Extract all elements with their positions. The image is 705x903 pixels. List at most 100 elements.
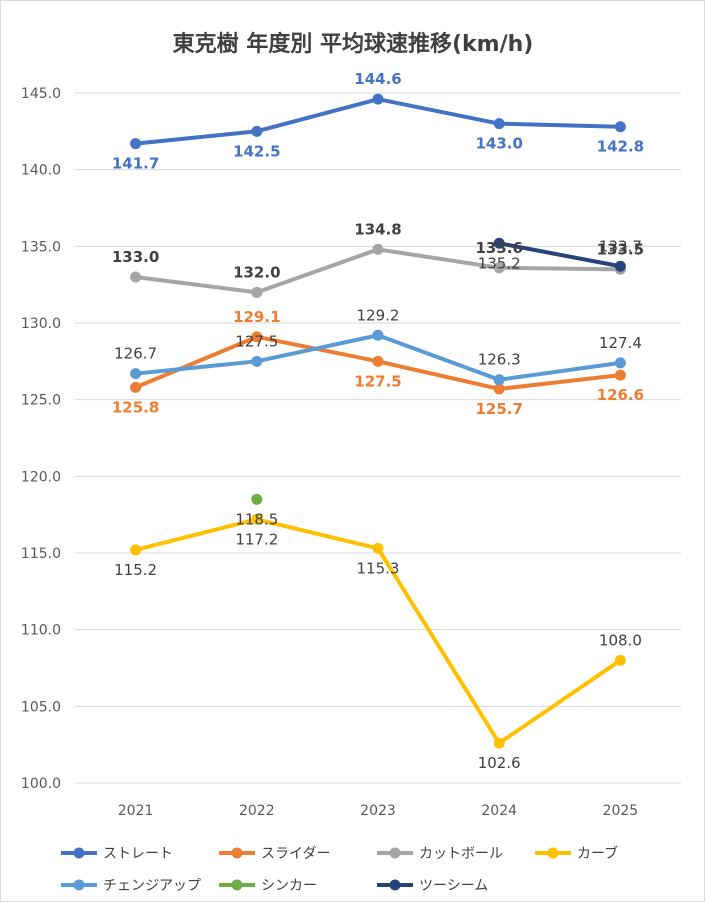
legend-marker <box>73 879 85 891</box>
data-label: 133.7 <box>599 237 642 255</box>
data-point <box>372 93 384 105</box>
data-label: 125.8 <box>112 398 159 416</box>
data-label: 117.2 <box>235 530 278 548</box>
y-tick-label: 130.0 <box>21 316 61 332</box>
series-layer <box>130 93 626 749</box>
data-point <box>251 286 263 298</box>
data-label: 127.5 <box>235 332 278 350</box>
data-label: 126.7 <box>114 345 157 363</box>
series-line <box>133 247 623 295</box>
data-label: 135.2 <box>478 254 521 272</box>
data-label: 134.8 <box>354 220 401 238</box>
data-label: 129.2 <box>357 306 400 324</box>
chart-title: 東克樹 年度別 平均球速推移(km/h) <box>173 31 534 57</box>
legend-item[interactable]: シンカー <box>219 878 317 894</box>
data-point <box>372 243 384 255</box>
gridlines <box>75 92 681 784</box>
legend-label: ストレート <box>103 846 173 862</box>
data-point <box>614 121 626 133</box>
legend-item[interactable]: スライダー <box>219 846 330 862</box>
x-tick-label: 2021 <box>118 803 154 819</box>
x-tick-label: 2022 <box>239 803 275 819</box>
data-point <box>614 369 626 381</box>
data-label: 133.6 <box>475 239 522 257</box>
legend-label: シンカー <box>261 878 317 894</box>
legend-marker <box>231 847 243 859</box>
y-tick-label: 105.0 <box>21 699 61 715</box>
series-line <box>497 241 623 269</box>
data-labels: 141.7 142.5 144.6 143.0 142.8 125.8 129.1 127.5… <box>112 70 644 772</box>
legend-item[interactable]: カットボール <box>377 846 503 862</box>
data-label: 144.6 <box>354 70 401 88</box>
y-tick-label: 125.0 <box>21 393 61 409</box>
legend-label: スライダー <box>261 846 330 862</box>
data-point <box>130 138 142 150</box>
y-tick-label: 100.0 <box>21 776 61 792</box>
x-axis-tick-labels: 2021 2022 2023 2024 2025 <box>118 803 638 819</box>
y-tick-label: 135.0 <box>21 239 61 255</box>
data-point <box>251 493 263 505</box>
data-point <box>614 654 626 666</box>
data-point <box>130 271 142 283</box>
series-4 <box>130 513 626 749</box>
data-label: 133.0 <box>112 248 159 266</box>
data-point <box>493 118 505 130</box>
data-point <box>493 262 505 274</box>
series-2 <box>130 331 626 395</box>
legend-label: カットボール <box>419 846 503 862</box>
data-label: 126.3 <box>478 351 521 369</box>
legend-marker <box>389 847 401 859</box>
legend-item[interactable]: ツーシーム <box>377 878 488 894</box>
data-point <box>614 357 626 369</box>
legend-label: チェンジアップ <box>103 878 201 894</box>
data-point <box>130 368 142 380</box>
y-tick-label: 110.0 <box>21 623 61 639</box>
series-7 <box>493 237 626 272</box>
data-label: 115.2 <box>114 561 157 579</box>
series-1 <box>130 93 626 150</box>
series-6 <box>251 493 263 505</box>
data-label: 141.7 <box>112 155 159 173</box>
data-point <box>372 355 384 367</box>
series-3 <box>130 243 626 298</box>
y-tick-label: 120.0 <box>21 469 61 485</box>
data-label: 129.1 <box>233 308 280 326</box>
data-point <box>493 383 505 395</box>
data-point <box>130 381 142 393</box>
series-5 <box>130 329 626 386</box>
legend-marker <box>231 879 243 891</box>
legend-item[interactable]: チェンジアップ <box>61 878 201 894</box>
data-label: 118.5 <box>235 510 278 528</box>
data-label: 102.6 <box>478 754 521 772</box>
data-point <box>251 355 263 367</box>
legend-item[interactable]: ストレート <box>61 846 173 862</box>
data-label: 126.6 <box>597 386 644 404</box>
y-tick-label: 145.0 <box>21 86 61 102</box>
x-tick-label: 2023 <box>360 803 396 819</box>
legend-marker <box>547 847 559 859</box>
data-point <box>493 374 505 386</box>
legend-label: カーブ <box>577 845 618 862</box>
series-line <box>133 97 623 146</box>
data-label: 127.4 <box>599 334 642 352</box>
legend-marker <box>73 847 85 859</box>
data-point <box>251 513 263 525</box>
data-point <box>372 542 384 554</box>
data-point <box>493 237 505 249</box>
x-tick-label: 2025 <box>603 803 639 819</box>
data-label: 127.5 <box>354 372 401 390</box>
data-label: 108.0 <box>599 631 642 649</box>
legend-label: ツーシーム <box>419 878 488 894</box>
data-point <box>251 331 263 343</box>
data-label: 132.0 <box>233 263 280 281</box>
data-label: 115.3 <box>357 559 400 577</box>
data-point <box>372 329 384 341</box>
y-axis-tick-labels: 100.0 105.0 110.0 115.0 120.0 125.0 130.0 135.0… <box>21 86 61 792</box>
legend-item[interactable]: カーブ <box>535 845 618 862</box>
data-point <box>493 737 505 749</box>
data-label: 142.5 <box>233 142 280 160</box>
data-point <box>130 544 142 556</box>
data-point <box>251 125 263 137</box>
